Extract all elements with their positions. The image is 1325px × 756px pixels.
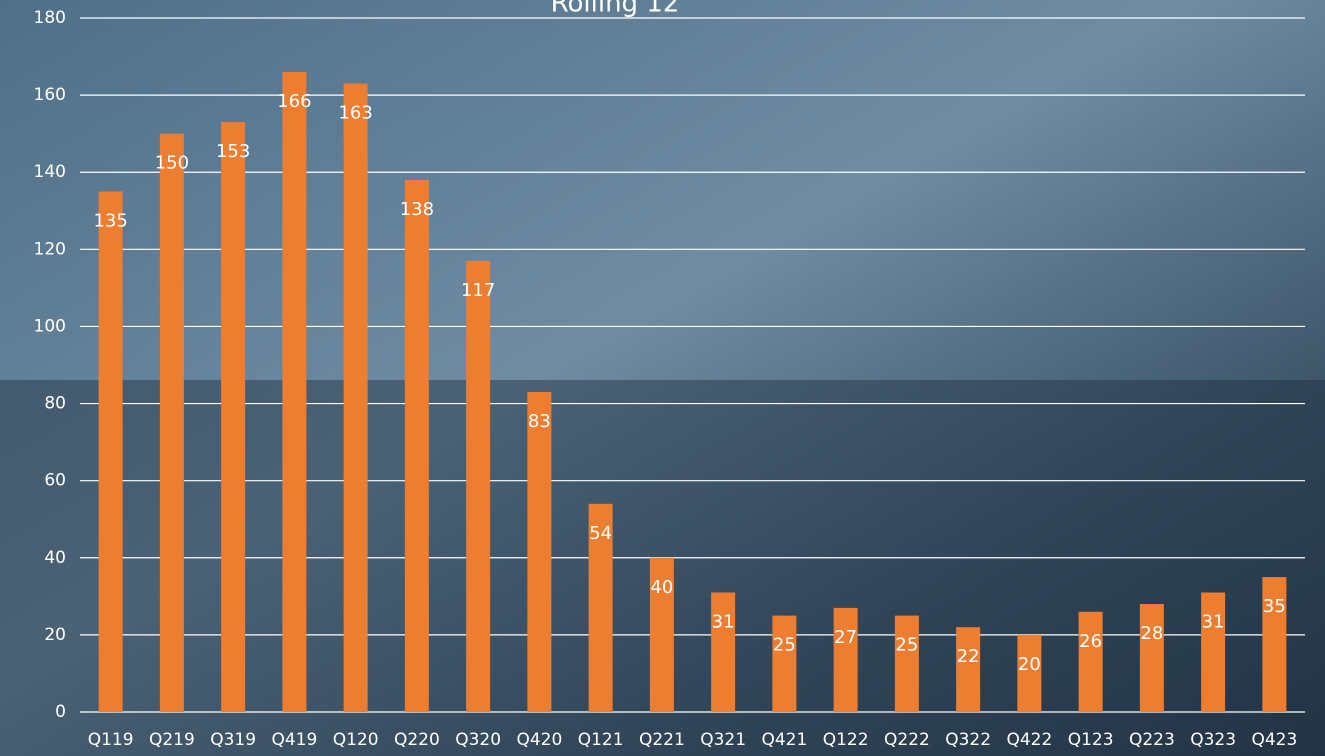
- data-label: 25: [773, 635, 796, 656]
- x-tick-label: Q119: [88, 730, 134, 750]
- y-tick-label: 160: [34, 85, 66, 105]
- bar: [1262, 577, 1287, 712]
- data-label: 27: [834, 627, 857, 648]
- data-label: 20: [1018, 654, 1041, 675]
- y-tick-label: 20: [44, 625, 66, 645]
- data-label: 35: [1263, 596, 1286, 617]
- x-tick-label: Q322: [945, 730, 991, 750]
- y-tick-label: 180: [34, 8, 66, 28]
- x-tick-label: Q320: [455, 730, 501, 750]
- bar: [527, 391, 552, 712]
- y-tick-label: 140: [34, 162, 66, 182]
- y-tick-label: 120: [34, 239, 66, 259]
- data-label: 54: [589, 523, 612, 544]
- bar: [1017, 634, 1042, 712]
- x-tick-label: Q222: [884, 730, 930, 750]
- bar: [282, 71, 307, 712]
- bar: [649, 557, 674, 712]
- data-label: 135: [93, 211, 127, 232]
- data-label: 26: [1079, 631, 1102, 652]
- x-tick-label: Q223: [1129, 730, 1175, 750]
- data-label: 28: [1140, 623, 1163, 644]
- data-label: 40: [650, 577, 673, 598]
- bar: [772, 615, 797, 712]
- y-tick-label: 80: [44, 394, 66, 414]
- y-tick-label: 60: [44, 471, 66, 491]
- bar: [711, 592, 736, 712]
- x-tick-label: Q423: [1251, 730, 1297, 750]
- bar: [466, 260, 491, 712]
- data-label: 31: [1202, 611, 1225, 632]
- x-tick-label: Q122: [823, 730, 869, 750]
- x-tick-label: Q123: [1068, 730, 1114, 750]
- data-label: 31: [712, 611, 735, 632]
- bar: [98, 191, 123, 712]
- data-label: 25: [895, 635, 918, 656]
- bar: [588, 503, 613, 712]
- bar: [894, 615, 919, 712]
- x-tick-label: Q421: [761, 730, 807, 750]
- data-label: 150: [155, 153, 189, 174]
- bar: [159, 133, 184, 712]
- y-tick-label: 40: [44, 548, 66, 568]
- bar: [956, 627, 981, 712]
- x-tick-label: Q420: [516, 730, 562, 750]
- x-tick-label: Q121: [578, 730, 624, 750]
- x-tick-label: Q422: [1006, 730, 1052, 750]
- bar: [343, 83, 368, 713]
- data-label: 22: [957, 646, 980, 667]
- bar: [221, 122, 246, 713]
- bar: [1078, 611, 1103, 712]
- data-label: 83: [528, 411, 551, 432]
- bar: [1201, 592, 1226, 712]
- data-label: 153: [216, 141, 250, 162]
- data-label: 166: [277, 91, 311, 112]
- bar: [1139, 604, 1164, 712]
- data-label: 163: [338, 103, 372, 124]
- x-tick-label: Q323: [1190, 730, 1236, 750]
- x-tick-label: Q319: [210, 730, 256, 750]
- x-tick-label: Q419: [271, 730, 317, 750]
- data-label: 138: [400, 199, 434, 220]
- x-tick-label: Q219: [149, 730, 195, 750]
- chart-title: Rolling 12: [551, 0, 680, 19]
- bar: [833, 607, 858, 712]
- x-tick-label: Q221: [639, 730, 685, 750]
- x-tick-label: Q220: [394, 730, 440, 750]
- y-tick-label: 100: [34, 316, 66, 336]
- x-tick-label: Q321: [700, 730, 746, 750]
- data-label: 117: [461, 280, 495, 301]
- bar: [404, 179, 429, 712]
- y-tick-label: 0: [55, 702, 66, 722]
- x-tick-label: Q120: [333, 730, 379, 750]
